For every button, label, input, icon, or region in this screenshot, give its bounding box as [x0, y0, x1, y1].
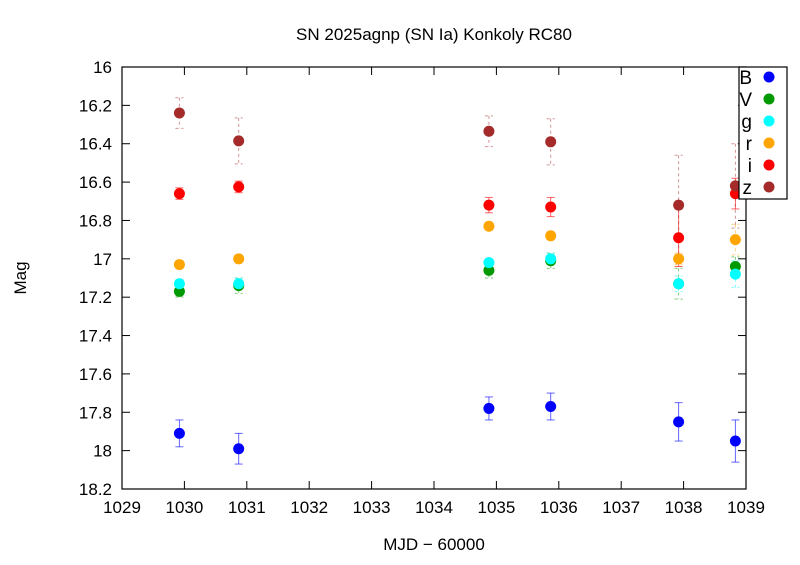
- point-z: [173, 107, 185, 119]
- legend-marker-V: [763, 93, 775, 105]
- x-axis-label: MJD − 60000: [383, 535, 485, 554]
- point-r: [673, 253, 685, 265]
- legend-label-i: i: [748, 156, 752, 177]
- point-i: [729, 188, 741, 200]
- point-i: [483, 199, 495, 211]
- legend-box: [738, 66, 788, 200]
- x-tick-label: 1034: [415, 498, 453, 517]
- y-tick-label: 16.2: [79, 96, 112, 115]
- point-B: [483, 402, 495, 414]
- legend-label-V: V: [739, 90, 752, 111]
- y-tick-label: 16.6: [79, 173, 112, 192]
- point-r: [233, 253, 245, 265]
- y-tick-label: 16: [93, 58, 112, 77]
- legend-marker-z: [763, 181, 775, 193]
- legend-label-B: B: [739, 68, 752, 89]
- point-V: [173, 285, 185, 297]
- point-g: [673, 278, 685, 290]
- legend-marker-i: [763, 159, 775, 171]
- point-B: [545, 401, 557, 413]
- point-g: [729, 268, 741, 280]
- y-tick-label: 17.8: [79, 403, 112, 422]
- point-g: [483, 257, 495, 269]
- point-i: [233, 181, 245, 193]
- point-z: [483, 125, 495, 137]
- y-tick-label: 17.6: [79, 365, 112, 384]
- y-tick-label: 18.2: [79, 480, 112, 499]
- data-points: [173, 107, 741, 455]
- point-z: [233, 135, 245, 147]
- point-i: [673, 232, 685, 244]
- point-B: [673, 416, 685, 428]
- point-z: [545, 136, 557, 148]
- y-tick-label: 16.8: [79, 211, 112, 230]
- point-r: [729, 234, 741, 246]
- point-i: [173, 188, 185, 200]
- point-z: [729, 180, 741, 192]
- y-tick-label: 17.2: [79, 288, 112, 307]
- legend-marker-g: [763, 115, 775, 127]
- y-tick-label: 17: [93, 250, 112, 269]
- x-tick-label: 1032: [290, 498, 328, 517]
- point-g: [545, 253, 557, 265]
- y-tick-label: 16.4: [79, 135, 112, 154]
- point-r: [173, 259, 185, 271]
- error-bars: [175, 97, 740, 465]
- x-tick-label: 1037: [602, 498, 640, 517]
- point-g: [233, 278, 245, 290]
- plot-frame: [121, 66, 747, 490]
- x-tick-label: 1038: [665, 498, 703, 517]
- x-tick-label: 1036: [540, 498, 578, 517]
- x-tick-label: 1030: [165, 498, 203, 517]
- point-V: [729, 260, 741, 272]
- x-tick-label: 1029: [103, 498, 141, 517]
- legend-label-r: r: [746, 134, 753, 155]
- x-tick-label: 1033: [353, 498, 391, 517]
- legend-marker-B: [763, 71, 775, 83]
- point-r: [483, 220, 495, 232]
- point-r: [545, 230, 557, 242]
- legend-label-z: z: [743, 178, 753, 199]
- x-tick-label: 1031: [228, 498, 266, 517]
- y-tick-label: 17.4: [79, 327, 112, 346]
- point-B: [233, 443, 245, 455]
- y-tick-label: 18: [93, 442, 112, 461]
- point-B: [729, 435, 741, 447]
- legend-label-g: g: [741, 112, 752, 133]
- point-i: [545, 201, 557, 213]
- axis-ticks: 1029 1030 1031 1032 1033 1034 1035 1036 1037 1038…: [79, 58, 765, 517]
- chart-title: SN 2025agnp (SN Ia) Konkoly RC80: [296, 25, 572, 44]
- x-tick-label: 1035: [477, 498, 515, 517]
- point-z: [673, 199, 685, 211]
- point-V: [483, 264, 495, 276]
- point-B: [173, 427, 185, 439]
- legend-marker-r: [763, 137, 775, 149]
- x-tick-label: 1039: [727, 498, 765, 517]
- point-g: [173, 278, 185, 290]
- y-axis-label: Mag: [11, 261, 30, 294]
